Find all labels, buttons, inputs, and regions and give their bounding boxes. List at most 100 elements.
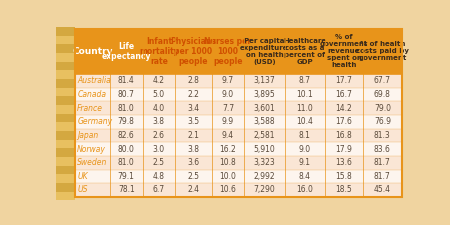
Text: 16.0: 16.0 bbox=[296, 185, 313, 194]
Text: 78.1: 78.1 bbox=[118, 185, 135, 194]
Text: 81.0: 81.0 bbox=[118, 158, 135, 167]
Text: 3.5: 3.5 bbox=[187, 117, 199, 126]
Text: Sweden: Sweden bbox=[77, 158, 108, 167]
Text: 3,588: 3,588 bbox=[253, 117, 275, 126]
Text: 76.9: 76.9 bbox=[374, 117, 391, 126]
Text: Infant
mortality
rate: Infant mortality rate bbox=[139, 36, 179, 66]
Text: Nurses per
1000
people: Nurses per 1000 people bbox=[204, 36, 252, 66]
Text: 7.7: 7.7 bbox=[222, 104, 234, 113]
Text: Healthcare
costs as a
percent of
GDP: Healthcare costs as a percent of GDP bbox=[283, 38, 326, 65]
Text: 9.7: 9.7 bbox=[222, 76, 234, 86]
Text: 10.8: 10.8 bbox=[220, 158, 236, 167]
Text: 67.7: 67.7 bbox=[374, 76, 391, 86]
Text: 2,992: 2,992 bbox=[253, 172, 275, 181]
Text: 16.7: 16.7 bbox=[336, 90, 352, 99]
FancyBboxPatch shape bbox=[76, 74, 401, 88]
Text: 79.0: 79.0 bbox=[374, 104, 391, 113]
Text: 83.6: 83.6 bbox=[374, 145, 391, 154]
Text: 69.8: 69.8 bbox=[374, 90, 391, 99]
Text: 16.8: 16.8 bbox=[336, 131, 352, 140]
FancyBboxPatch shape bbox=[56, 148, 76, 157]
Text: 79.8: 79.8 bbox=[118, 117, 135, 126]
FancyBboxPatch shape bbox=[56, 157, 76, 166]
FancyBboxPatch shape bbox=[56, 131, 76, 140]
Text: 9.0: 9.0 bbox=[299, 145, 310, 154]
Text: 11.0: 11.0 bbox=[296, 104, 313, 113]
Text: 81.7: 81.7 bbox=[374, 158, 391, 167]
Text: 10.6: 10.6 bbox=[220, 185, 236, 194]
Text: 7,290: 7,290 bbox=[253, 185, 275, 194]
FancyBboxPatch shape bbox=[56, 192, 76, 200]
Text: 3.0: 3.0 bbox=[153, 145, 165, 154]
Text: 2.1: 2.1 bbox=[188, 131, 199, 140]
Text: 8.1: 8.1 bbox=[299, 131, 310, 140]
Text: 81.3: 81.3 bbox=[374, 131, 391, 140]
FancyBboxPatch shape bbox=[56, 105, 76, 114]
Text: 3.8: 3.8 bbox=[153, 117, 165, 126]
FancyBboxPatch shape bbox=[76, 101, 401, 115]
Text: 8.7: 8.7 bbox=[299, 76, 310, 86]
Text: 3,137: 3,137 bbox=[253, 76, 275, 86]
Text: 2.4: 2.4 bbox=[187, 185, 199, 194]
Text: 2.8: 2.8 bbox=[188, 76, 199, 86]
Text: 5.0: 5.0 bbox=[153, 90, 165, 99]
FancyBboxPatch shape bbox=[56, 140, 76, 148]
FancyBboxPatch shape bbox=[76, 88, 401, 101]
Text: 2.5: 2.5 bbox=[187, 172, 199, 181]
Text: Life
expectancy: Life expectancy bbox=[102, 42, 151, 61]
Text: 15.8: 15.8 bbox=[336, 172, 352, 181]
Text: Australia: Australia bbox=[77, 76, 111, 86]
FancyBboxPatch shape bbox=[56, 96, 76, 105]
FancyBboxPatch shape bbox=[76, 29, 401, 74]
Text: 10.0: 10.0 bbox=[220, 172, 236, 181]
FancyBboxPatch shape bbox=[56, 36, 76, 44]
Text: 80.7: 80.7 bbox=[118, 90, 135, 99]
Text: 81.0: 81.0 bbox=[118, 104, 135, 113]
Text: 3,323: 3,323 bbox=[253, 158, 275, 167]
Text: 3.8: 3.8 bbox=[187, 145, 199, 154]
FancyBboxPatch shape bbox=[56, 62, 76, 70]
Text: 14.2: 14.2 bbox=[336, 104, 352, 113]
Text: 18.5: 18.5 bbox=[336, 185, 352, 194]
Text: 45.4: 45.4 bbox=[374, 185, 391, 194]
FancyBboxPatch shape bbox=[56, 166, 76, 174]
FancyBboxPatch shape bbox=[76, 183, 401, 197]
FancyBboxPatch shape bbox=[56, 70, 76, 79]
Text: % of
government
revenue
spent on
health: % of government revenue spent on health bbox=[320, 34, 368, 68]
Text: Country: Country bbox=[72, 47, 113, 56]
Text: 9.0: 9.0 bbox=[222, 90, 234, 99]
FancyBboxPatch shape bbox=[56, 183, 76, 192]
Text: 81.4: 81.4 bbox=[118, 76, 135, 86]
Text: 81.7: 81.7 bbox=[374, 172, 391, 181]
Text: 4.8: 4.8 bbox=[153, 172, 165, 181]
Text: 13.6: 13.6 bbox=[336, 158, 352, 167]
Text: 5,910: 5,910 bbox=[253, 145, 275, 154]
Text: 3.4: 3.4 bbox=[187, 104, 199, 113]
Text: Canada: Canada bbox=[77, 90, 106, 99]
FancyBboxPatch shape bbox=[56, 53, 76, 62]
FancyBboxPatch shape bbox=[76, 129, 401, 142]
FancyBboxPatch shape bbox=[76, 156, 401, 169]
Text: 2,581: 2,581 bbox=[254, 131, 275, 140]
Text: 8.4: 8.4 bbox=[299, 172, 310, 181]
Text: Japan: Japan bbox=[77, 131, 99, 140]
Text: France: France bbox=[77, 104, 103, 113]
Text: 3,895: 3,895 bbox=[253, 90, 275, 99]
Text: US: US bbox=[77, 185, 88, 194]
Text: 17.6: 17.6 bbox=[336, 117, 352, 126]
Text: 17.9: 17.9 bbox=[336, 145, 352, 154]
Text: UK: UK bbox=[77, 172, 88, 181]
Text: 6.7: 6.7 bbox=[153, 185, 165, 194]
FancyBboxPatch shape bbox=[56, 44, 76, 53]
FancyBboxPatch shape bbox=[56, 122, 76, 131]
Text: 10.4: 10.4 bbox=[296, 117, 313, 126]
Text: 10.1: 10.1 bbox=[296, 90, 313, 99]
Text: % of health
costs paid by
government: % of health costs paid by government bbox=[356, 41, 409, 61]
Text: 2.5: 2.5 bbox=[153, 158, 165, 167]
Text: 82.6: 82.6 bbox=[118, 131, 135, 140]
FancyBboxPatch shape bbox=[76, 115, 401, 129]
Text: 17.7: 17.7 bbox=[336, 76, 352, 86]
Text: 4.2: 4.2 bbox=[153, 76, 165, 86]
Text: 2.2: 2.2 bbox=[188, 90, 199, 99]
FancyBboxPatch shape bbox=[56, 27, 76, 36]
